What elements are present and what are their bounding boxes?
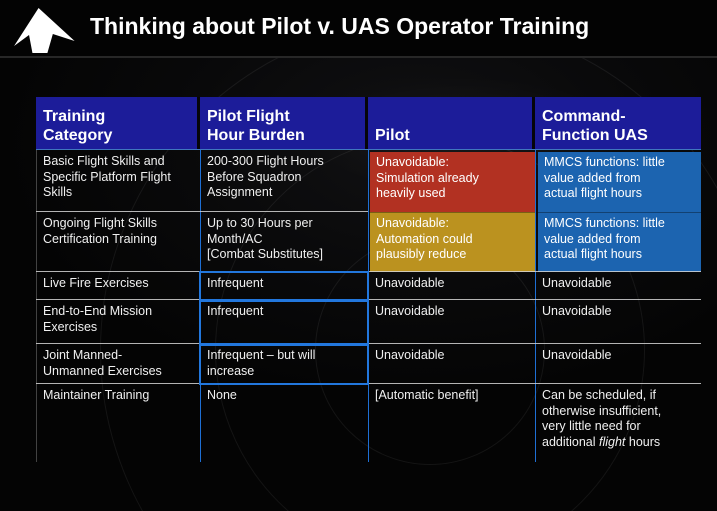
cell-uas: Can be scheduled, if otherwise insuffici… <box>535 384 701 462</box>
unavoidable-red-cell: Unavoidable: Simulation already heavily … <box>370 152 535 212</box>
cell-category: Ongoing Flight Skills Certification Trai… <box>43 216 157 246</box>
table-row: End-to-End Mission Exercises Infrequent … <box>36 300 701 344</box>
table-row: Ongoing Flight Skills Certification Trai… <box>36 212 701 272</box>
title-bar: Thinking about Pilot v. UAS Operator Tra… <box>0 0 717 58</box>
cell-burden: 200-300 Flight Hours Before Squadron Ass… <box>207 154 324 199</box>
cell-category: Live Fire Exercises <box>43 276 149 290</box>
cell-uas: MMCS functions: little value added from … <box>535 212 701 272</box>
slide-title: Thinking about Pilot v. UAS Operator Tra… <box>90 13 590 39</box>
cell-burden: Infrequent <box>207 304 264 318</box>
table-left-edge <box>36 150 37 462</box>
cell-category: Joint Manned- Unmanned Exercises <box>43 348 162 378</box>
cell-pilot: Unavoidable: Simulation already heavily … <box>368 150 535 212</box>
col-header-pilot-flight-hour-burden: Pilot Flight Hour Burden <box>200 97 368 149</box>
burden-highlight-box <box>199 271 369 301</box>
stealth-aircraft-icon <box>14 8 75 53</box>
row-divider <box>36 211 368 212</box>
cell-uas: MMCS functions: little value added from … <box>535 150 701 212</box>
cell-burden: None <box>207 388 237 402</box>
training-comparison-table: Training Category Pilot Flight Hour Burd… <box>36 97 701 462</box>
table-row: Live Fire Exercises Infrequent Unavoidab… <box>36 272 701 300</box>
cell-pilot: Unavoidable <box>375 276 445 290</box>
cell-burden: Up to 30 Hours per Month/AC [Combat Subs… <box>207 216 324 261</box>
mmcs-blue-cell: MMCS functions: little value added from … <box>538 152 701 212</box>
cell-burden: Infrequent <box>207 276 264 290</box>
burden-highlight-box <box>199 344 369 385</box>
cell-category: Maintainer Training <box>43 388 150 402</box>
table-body: Basic Flight Skills and Specific Platfor… <box>36 150 701 462</box>
col-header-command-function-uas: Command- Function UAS <box>535 97 701 149</box>
table-row: Maintainer Training None [Automatic bene… <box>36 384 701 462</box>
burden-highlight-box <box>199 300 369 345</box>
col-header-pilot: Pilot <box>368 97 535 149</box>
cell-uas: Unavoidable <box>542 304 612 318</box>
cell-uas: Unavoidable <box>542 348 612 362</box>
cell-category: End-to-End Mission Exercises <box>43 304 153 334</box>
cell-uas: Unavoidable <box>542 276 612 290</box>
cell-pilot: Unavoidable <box>375 348 445 362</box>
col-header-training-category: Training Category <box>36 97 200 149</box>
cell-burden: Infrequent – but will increase <box>207 348 316 378</box>
table-row: Basic Flight Skills and Specific Platfor… <box>36 150 701 212</box>
cell-pilot: Unavoidable <box>375 304 445 318</box>
cell-pilot: [Automatic benefit] <box>375 388 479 402</box>
uas-text: Can be scheduled, if otherwise insuffici… <box>542 388 662 449</box>
uas-text-italic: flight <box>599 434 626 449</box>
cell-pilot: Unavoidable: Automation could plausibly … <box>368 212 535 272</box>
column-gridline <box>535 150 536 462</box>
cell-category: Basic Flight Skills and Specific Platfor… <box>43 154 171 199</box>
table-header-row: Training Category Pilot Flight Hour Burd… <box>36 97 701 150</box>
uas-text: hours <box>625 434 661 449</box>
mmcs-blue-cell: MMCS functions: little value added from … <box>538 212 701 272</box>
table-row: Joint Manned- Unmanned Exercises Infrequ… <box>36 344 701 384</box>
plausible-gold-cell: Unavoidable: Automation could plausibly … <box>370 212 535 272</box>
